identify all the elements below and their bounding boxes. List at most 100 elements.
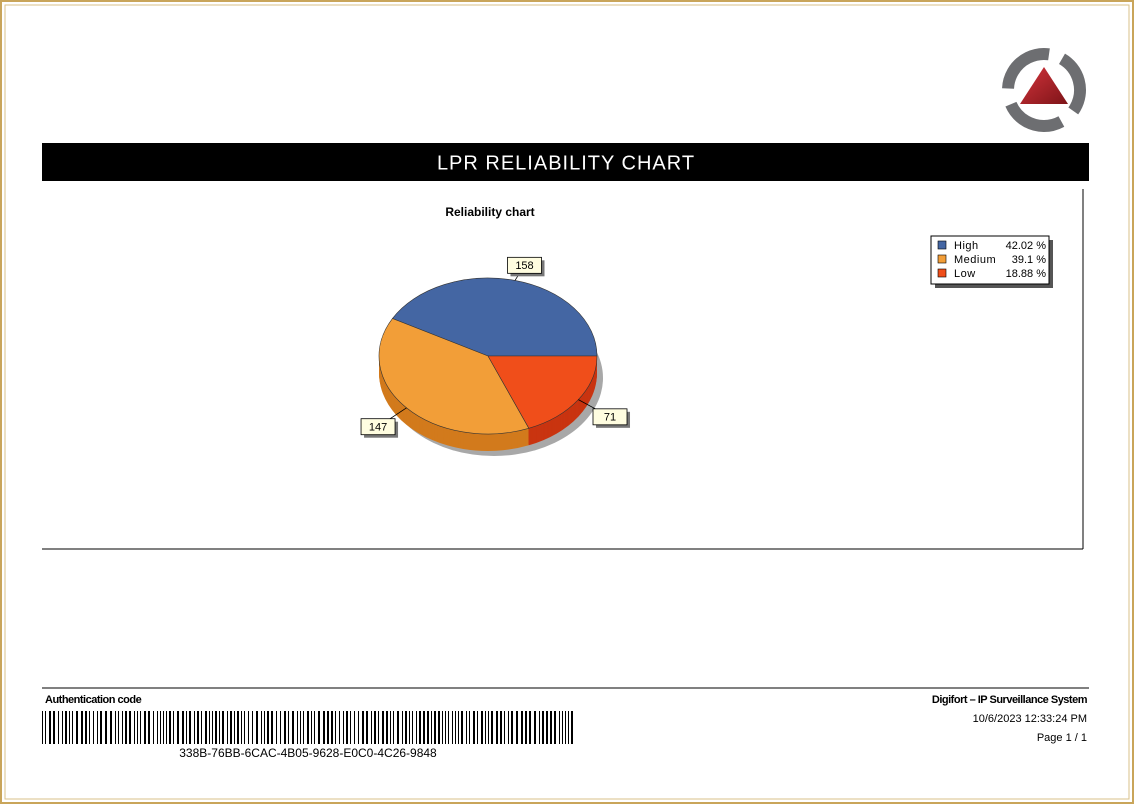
barcode-bar: [261, 711, 262, 744]
barcode-bar: [219, 711, 220, 744]
barcode-bar: [442, 711, 443, 744]
barcode-bar: [371, 711, 372, 744]
barcode-bar: [45, 711, 46, 744]
barcode-bar: [374, 711, 376, 744]
barcode-bar: [237, 711, 239, 744]
barcode-bar: [431, 711, 432, 744]
system-name: Digifort – IP Surveillance System: [932, 694, 1088, 706]
barcode-bar: [469, 711, 470, 744]
barcode-bar: [416, 711, 417, 744]
barcode-bar: [488, 711, 489, 744]
timestamp: 10/6/2023 12:33:24 PM: [973, 713, 1087, 725]
barcode-bar: [169, 711, 171, 744]
barcode-bar: [554, 711, 556, 744]
barcode-bar: [49, 711, 51, 744]
barcode-bar: [288, 711, 289, 744]
barcode-bar: [157, 711, 158, 744]
report-title: LPR RELIABILITY CHART: [437, 152, 695, 174]
barcode-bar: [89, 711, 90, 744]
label-box: [507, 256, 542, 274]
barcode-bar: [58, 711, 59, 744]
barcode-bar: [69, 711, 70, 744]
barcode-bar: [386, 711, 388, 744]
legend-label: High: [954, 240, 979, 252]
barcode-bar: [227, 711, 228, 744]
barcode-bar: [434, 711, 436, 744]
barcode-bar: [504, 711, 505, 744]
barcode-bar: [511, 711, 513, 744]
legend-label: Medium: [954, 254, 996, 266]
barcode-bar: [194, 711, 195, 744]
barcode-bar: [568, 711, 569, 744]
barcode-bar: [137, 711, 138, 744]
barcode-bar: [100, 711, 102, 744]
barcode-bar: [405, 711, 407, 744]
barcode: [42, 711, 573, 744]
barcode-bar: [314, 711, 315, 744]
legend-label: Low: [954, 268, 976, 280]
barcode-bar: [105, 711, 107, 744]
barcode-bar: [318, 711, 320, 744]
legend: High 42.02 % Medium 39.1 % Low 18.88 %: [930, 235, 1053, 288]
barcode-bar: [516, 711, 518, 744]
barcode-bar: [166, 711, 167, 744]
barcode-bar: [311, 711, 312, 744]
barcode-bar: [129, 711, 131, 744]
barcode-bar: [222, 711, 224, 744]
barcode-bar: [565, 711, 566, 744]
pie-slice: [487, 355, 598, 429]
logo: [1002, 48, 1086, 132]
barcode-bar: [241, 711, 242, 744]
barcode-bar: [571, 711, 573, 744]
auth-code: 338B-76BB-6CAC-4B05-9628-E0C0-4C26-9848: [179, 746, 437, 760]
auth-label: Authentication code: [45, 694, 142, 706]
barcode-bar: [205, 711, 207, 744]
barcode-bar: [81, 711, 83, 744]
barcode-bar: [267, 711, 269, 744]
barcode-bar: [477, 711, 478, 744]
legend-percent: 39.1 %: [1012, 254, 1046, 266]
barcode-bar: [419, 711, 421, 744]
barcode-bar: [125, 711, 127, 744]
barcode-bar: [189, 711, 191, 744]
logo-triangle: [1020, 67, 1068, 104]
barcode-bar: [284, 711, 286, 744]
barcode-bar: [323, 711, 325, 744]
value-label: 158: [515, 260, 533, 272]
barcode-bar: [378, 711, 379, 744]
barcode-bar: [300, 711, 301, 744]
barcode-bar: [212, 711, 213, 744]
barcode-bar: [118, 711, 119, 744]
legend-percent: 18.88 %: [1006, 268, 1047, 280]
barcode-bar: [366, 711, 368, 744]
barcode-bar: [115, 711, 116, 744]
barcode-bar: [72, 711, 73, 744]
barcode-bar: [562, 711, 563, 744]
barcode-bar: [500, 711, 502, 744]
barcode-bar: [550, 711, 552, 744]
barcode-bar: [354, 711, 355, 744]
legend-percent: 42.02 %: [1006, 240, 1047, 252]
value-label: 147: [369, 422, 387, 434]
barcode-bar: [559, 711, 560, 744]
barcode-bar: [339, 711, 340, 744]
barcode-bar: [458, 711, 459, 744]
barcode-bar: [173, 711, 174, 744]
barcode-bar: [485, 711, 486, 744]
barcode-bar: [362, 711, 364, 744]
barcode-bar: [491, 711, 493, 744]
barcode-bar: [153, 711, 154, 744]
barcode-bar: [97, 711, 98, 744]
barcode-bar: [534, 711, 536, 744]
barcode-bar: [271, 711, 273, 744]
barcode-bar: [42, 711, 43, 744]
barcode-bar: [409, 711, 410, 744]
barcode-bar: [466, 711, 467, 744]
barcode-bar: [144, 711, 146, 744]
legend-box: [930, 235, 1050, 285]
barcode-bar: [140, 711, 141, 744]
legend-swatch: [937, 240, 947, 250]
barcode-bar: [292, 711, 294, 744]
barcode-bar: [455, 711, 456, 744]
